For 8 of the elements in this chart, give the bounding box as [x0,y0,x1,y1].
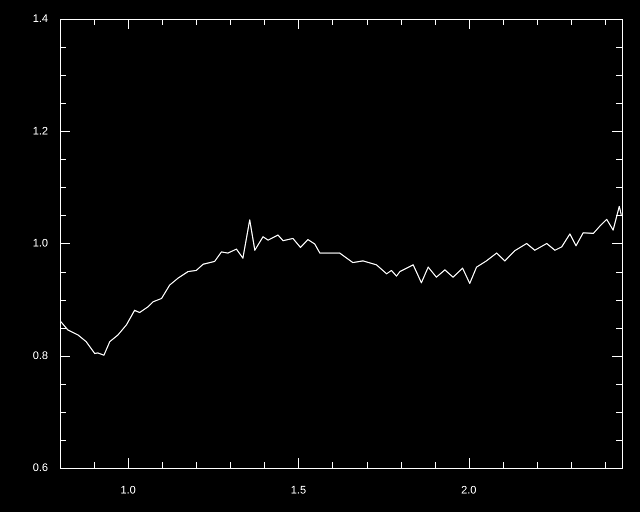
x-tick-label: 1.5 [290,484,306,497]
x-tick-label: 1.0 [120,484,136,497]
y-tick-label: 1.4 [32,13,48,26]
y-tick-label: 1.2 [32,125,48,138]
y-tick-label: 1.0 [32,238,48,250]
y-tick-label: 0.6 [32,462,48,474]
x-tick-label: 2.0 [461,484,476,497]
y-tick-label: 0.8 [32,350,48,362]
